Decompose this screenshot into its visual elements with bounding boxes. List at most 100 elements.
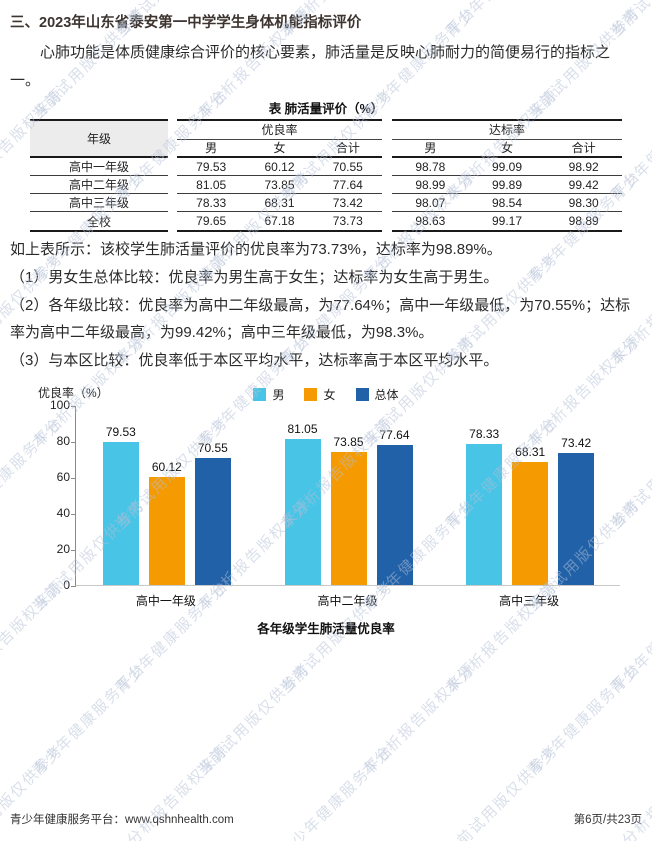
table-cell: 98.99 [415, 177, 446, 192]
chart-bar [148, 476, 185, 585]
bar-value-label: 77.64 [379, 428, 410, 443]
table-cell: 73.73 [332, 214, 363, 228]
legend-item: 男 [253, 386, 284, 403]
table-cell: 99.89 [491, 177, 523, 192]
col-header-total: 合计 [571, 141, 596, 155]
y-tick-mark [71, 586, 76, 587]
table-title: 表 肺活量评价（%） [268, 102, 384, 116]
table-gap [168, 119, 177, 232]
table-row: 98.07 98.54 98.30 [392, 194, 622, 212]
excellent-rate-rows: 79.53 60.12 70.55 81.05 73.85 77.64 78.33 68.31… [177, 158, 382, 230]
table-cell: 70.55 [332, 159, 363, 174]
col-header-grade: 年级 [30, 121, 168, 158]
table-cell: 73.42 [332, 195, 363, 210]
grade-cell: 高中一年级 [30, 158, 168, 176]
legend-item: 女 [304, 386, 336, 403]
y-tick-label: 20 [56, 542, 70, 556]
legend-swatch-icon [355, 388, 369, 401]
footer-page-number: 第6页/共23页 [573, 814, 642, 826]
chart-plot-area: 79.53 60.12 70.55 81.05 73.85 77.64 78.33 68.31… [71, 406, 620, 587]
legend-swatch-icon [253, 388, 267, 401]
excellent-rate-bar-chart: 优良率（%） 男 女 总体 79.53 60.12 70.55 81.05 73.85 77.… [0, 378, 652, 646]
y-tick-label: 100 [49, 398, 70, 412]
col-header-total: 合计 [335, 141, 360, 155]
analysis-point-2: （2）各年级比较：优良率为高中二年级最高，为77.64%；高中一年级最低，为70… [10, 297, 631, 341]
table-cell: 67.18 [264, 214, 295, 228]
table-cell: 99.42 [568, 177, 599, 192]
table-row: 98.99 99.89 99.42 [392, 176, 622, 194]
y-tick-mark [71, 406, 76, 407]
page-footer: 青少年健康服务平台：www.qshnhealth.com 第6页/共23页 [10, 811, 642, 827]
table-group-excellent: 优良率 男 女 合计 79.53 60.12 70.55 81.05 73.85 77.6… [177, 119, 382, 232]
bar-value-label: 78.33 [469, 427, 500, 442]
bar-value-label: 79.53 [105, 424, 136, 439]
table-gap [382, 119, 392, 232]
table-cell: 79.65 [196, 214, 227, 228]
legend-item: 总体 [355, 386, 399, 403]
table-cell: 78.33 [196, 195, 227, 210]
lung-capacity-table-section: 表 肺活量评价（%） 年级 高中一年级 高中二年级 高中三年级 全校 优良率 男 女 … [0, 98, 652, 232]
chart-bar [102, 441, 139, 585]
grade-cell: 高中二年级 [30, 176, 168, 194]
chart-bar [376, 445, 413, 585]
chart-bar [284, 439, 321, 585]
table-cell: 98.78 [415, 159, 446, 174]
chart-bar [558, 452, 595, 585]
table-cell: 98.92 [568, 159, 599, 174]
bar-value-label: 68.31 [515, 445, 546, 460]
table-cell: 98.54 [491, 195, 523, 210]
x-category-label: 高中三年级 [499, 594, 560, 608]
y-tick-mark [71, 514, 76, 515]
bar-value-label: 73.42 [561, 435, 592, 450]
analysis-section: 如上表所示：该校学生肺活量评价的优良率为73.73%，达标率为98.89%。 （… [10, 236, 642, 374]
y-tick-mark [71, 442, 76, 443]
x-category-label: 高中一年级 [135, 594, 196, 608]
y-tick-mark [71, 550, 76, 551]
table-cell: 98.30 [568, 195, 599, 210]
table-row: 98.78 99.09 98.92 [392, 158, 622, 176]
col-header-female: 女 [501, 141, 514, 155]
chart-bar [512, 462, 549, 585]
table-cell: 98.07 [415, 195, 446, 210]
footer-platform: 青少年健康服务平台：www.qshnhealth.com [10, 814, 234, 826]
chart-legend: 男 女 总体 [0, 386, 652, 403]
y-tick-label: 0 [63, 578, 70, 592]
chart-title: 各年级学生肺活量优良率 [257, 622, 395, 636]
analysis-point-3: （3）与本区比较：优良率低于本区平均水平，达标率高于本区平均水平。 [10, 352, 499, 369]
table-cell: 79.53 [196, 159, 227, 174]
analysis-summary: 如上表所示：该校学生肺活量评价的优良率为73.73%，达标率为98.89%。 [10, 241, 502, 258]
table-cell: 60.12 [264, 159, 295, 174]
legend-label: 男 [272, 388, 285, 402]
col-header-excellent-rate: 优良率 [177, 121, 382, 140]
table-cell: 98.63 [415, 214, 446, 228]
table-row: 79.65 67.18 73.73 [177, 212, 382, 230]
y-tick-label: 40 [56, 506, 70, 520]
x-category-label: 高中二年级 [317, 594, 378, 608]
y-axis-label: 优良率（%） [38, 386, 109, 400]
legend-label: 总体 [374, 388, 399, 402]
lung-capacity-table: 年级 高中一年级 高中二年级 高中三年级 全校 优良率 男 女 合计 79.53 60.… [30, 119, 622, 232]
table-cell: 99.17 [491, 214, 523, 228]
page-title: 三、2023年山东省泰安第一中学学生身体机能指标评价 [10, 15, 362, 31]
y-tick-mark [71, 478, 76, 479]
table-cell: 77.64 [332, 177, 363, 192]
y-tick-label: 60 [56, 470, 70, 484]
table-group-pass: 达标率 男 女 合计 98.78 99.09 98.92 98.99 99.89 99.4… [392, 119, 622, 232]
table-row: 79.53 60.12 70.55 [177, 158, 382, 176]
analysis-point-1: （1）男女生总体比较：优良率为男生高于女生；达标率为女生高于男生。 [10, 269, 499, 286]
subheader-excellent: 男 女 合计 [177, 140, 382, 158]
table-cell: 73.85 [264, 177, 295, 192]
subheader-pass: 男 女 合计 [392, 140, 622, 158]
table-row: 98.63 99.17 98.89 [392, 212, 622, 230]
table-grade-column: 年级 高中一年级 高中二年级 高中三年级 全校 [30, 119, 168, 232]
y-tick-label: 80 [56, 434, 70, 448]
bar-value-label: 81.05 [287, 422, 318, 437]
table-cell: 81.05 [196, 177, 227, 192]
legend-swatch-icon [304, 388, 318, 401]
table-row: 81.05 73.85 77.64 [177, 176, 382, 194]
table-cell: 98.89 [568, 214, 599, 228]
intro-paragraph: 心肺功能是体质健康综合评价的核心要素，肺活量是反映心肺耐力的简便易行的指标之一。 [10, 44, 611, 89]
col-header-pass-rate: 达标率 [392, 121, 622, 140]
table-cell: 99.09 [491, 159, 523, 174]
